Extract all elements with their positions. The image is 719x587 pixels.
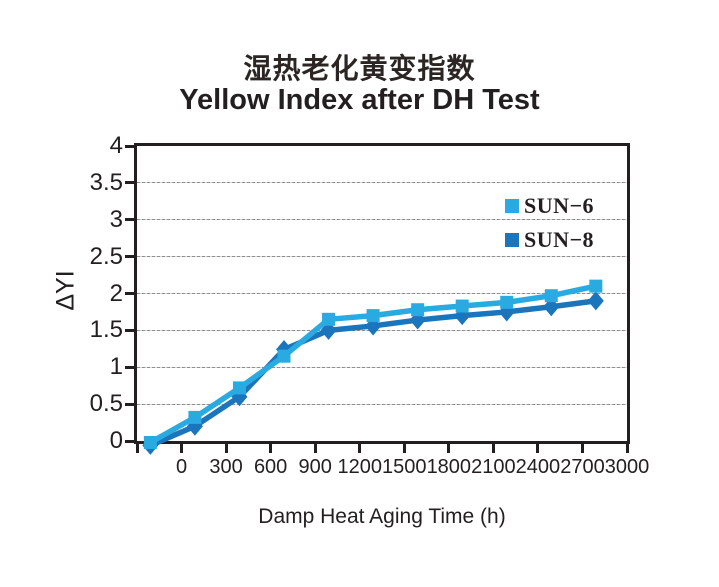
x-axis-tick <box>580 444 584 453</box>
y-gridline <box>137 329 627 331</box>
y-axis-tick <box>125 144 134 148</box>
y-axis-tick <box>125 328 134 332</box>
x-tick-label: 900 <box>298 456 332 478</box>
y-tick-label: 4 <box>109 132 123 159</box>
square-marker-sun-6 <box>322 312 336 326</box>
x-axis-tick <box>625 444 629 453</box>
square-marker-sun-6 <box>232 381 246 395</box>
y-gridline <box>137 219 627 221</box>
x-axis-tick <box>358 444 362 453</box>
x-tick-label: 600 <box>253 456 288 478</box>
square-marker-sun-6 <box>500 295 514 309</box>
square-marker-sun-6 <box>277 349 291 363</box>
y-axis-tick <box>125 255 134 259</box>
x-axis-tick <box>269 444 273 453</box>
square-marker-sun-6 <box>589 279 603 293</box>
legend-label: SUN−6 <box>524 193 595 218</box>
y-gridline <box>137 403 627 405</box>
x-axis-tick <box>313 444 317 453</box>
square-marker-sun-6 <box>455 299 469 313</box>
x-axis-title: Damp Heat Aging Time (h) <box>258 505 506 528</box>
x-tick-label: 2700 <box>560 456 605 478</box>
y-tick-label: 3 <box>109 205 123 233</box>
y-gridline <box>137 293 627 294</box>
legend-label: SUN−8 <box>524 227 595 252</box>
y-gridline <box>137 182 627 184</box>
x-tick-label: 2400 <box>515 456 561 478</box>
x-tick-label: 1800 <box>426 456 472 478</box>
square-marker-sun-6 <box>143 435 157 449</box>
legend-item-sun-8: SUN−8 <box>505 229 594 251</box>
chart-title-english: Yellow Index after DH Test <box>179 84 540 116</box>
y-tick-label: 0.5 <box>89 390 123 418</box>
x-tick-label: 300 <box>209 456 243 478</box>
y-tick-label: 1 <box>109 353 123 381</box>
square-marker-sun-6 <box>411 303 425 317</box>
y-axis-tick <box>125 439 134 443</box>
y-tick-label: 3.5 <box>89 168 123 196</box>
y-tick-label: 1.5 <box>89 316 123 344</box>
legend-item-sun-6: SUN−6 <box>505 195 594 217</box>
x-axis-tick <box>536 444 540 453</box>
y-axis-tick <box>125 365 134 369</box>
x-tick-label: 1200 <box>337 456 382 478</box>
plot-area: SUN−6 SUN−8 0 0.5 1 1.5 2 2.5 3 3.5 4 0 300 600 900 12… <box>90 134 650 478</box>
square-marker-sun-6 <box>188 410 202 424</box>
x-axis-tick <box>447 444 451 453</box>
x-tick-label: 3000 <box>604 456 650 478</box>
y-gridline <box>137 256 627 258</box>
y-tick-label: 2.5 <box>89 242 123 270</box>
legend-swatch-icon <box>505 233 519 247</box>
legend: SUN−6 SUN−8 <box>505 195 594 263</box>
series-plot <box>142 279 604 455</box>
x-tick-label: 2100 <box>471 456 516 478</box>
y-axis-tick <box>125 292 134 295</box>
diamond-marker-sun-8 <box>409 310 426 330</box>
square-marker-sun-6 <box>544 289 558 303</box>
y-axis-tick <box>125 402 134 406</box>
x-tick-label: 0 <box>175 456 188 478</box>
y-axis-tick <box>125 181 134 185</box>
x-axis-tick <box>402 444 406 453</box>
diamond-marker-sun-8 <box>587 291 604 311</box>
chart-title-chinese: 湿热老化黄变指数 <box>243 53 476 84</box>
legend-swatch-icon <box>505 199 519 213</box>
x-axis-tick <box>491 444 495 453</box>
x-axis-tick <box>224 444 228 453</box>
y-tick-label: 0 <box>109 427 123 454</box>
x-tick-label: 1500 <box>382 456 427 478</box>
x-axis-tick <box>135 444 139 453</box>
square-marker-sun-6 <box>366 309 380 323</box>
y-tick-label: 2 <box>109 279 123 307</box>
y-gridline <box>137 366 627 368</box>
x-axis-tick <box>180 444 184 453</box>
y-axis-tick <box>125 218 134 222</box>
